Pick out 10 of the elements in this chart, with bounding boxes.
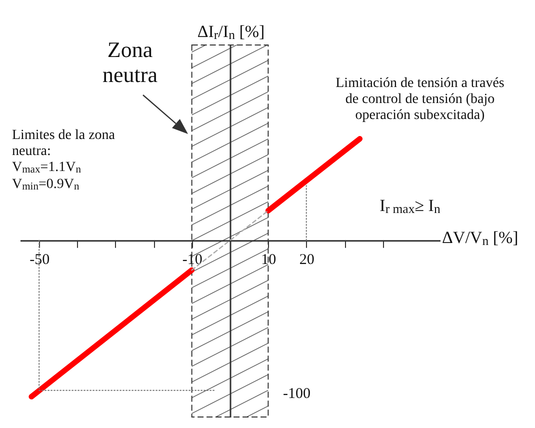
- x-tick-label: -50: [30, 252, 50, 268]
- annotation: I$_{r max}$≥ I$_{n}$: [378, 196, 442, 216]
- annotation: -100: [283, 386, 312, 403]
- x-tick-label: 20: [299, 252, 314, 268]
- text: Limites de la zona neutra: V$_{max}$=1.1V$_{n}$ V$_{min}$=0.9V$_{n}$: [12, 128, 116, 192]
- x-axis-title: ΔV/V$_{n}$ [%]: [442, 228, 518, 249]
- text: Zona neutra: [102, 36, 158, 88]
- text: ΔI$_{r}$/I$_{n}$ [%]: [196, 22, 266, 42]
- x-tick-label: 10: [261, 252, 276, 268]
- text: Limitación de tensión a través de control de tensión (bajo operación subexcitada): [335, 76, 505, 124]
